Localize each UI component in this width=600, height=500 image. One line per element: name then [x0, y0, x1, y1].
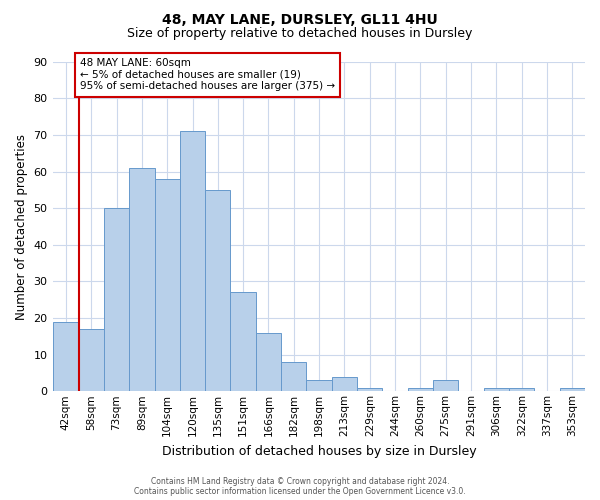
Bar: [281, 362, 307, 392]
Bar: [79, 329, 104, 392]
Bar: [53, 322, 79, 392]
Bar: [484, 388, 509, 392]
Bar: [307, 380, 332, 392]
Y-axis label: Number of detached properties: Number of detached properties: [15, 134, 28, 320]
Text: Size of property relative to detached houses in Dursley: Size of property relative to detached ho…: [127, 28, 473, 40]
Bar: [408, 388, 433, 392]
X-axis label: Distribution of detached houses by size in Dursley: Distribution of detached houses by size …: [162, 444, 476, 458]
Bar: [256, 332, 281, 392]
Bar: [129, 168, 155, 392]
Bar: [357, 388, 382, 392]
Bar: [155, 179, 180, 392]
Text: 48 MAY LANE: 60sqm
← 5% of detached houses are smaller (19)
95% of semi-detached: 48 MAY LANE: 60sqm ← 5% of detached hous…: [80, 58, 335, 92]
Bar: [560, 388, 585, 392]
Bar: [433, 380, 458, 392]
Bar: [230, 292, 256, 392]
Bar: [509, 388, 535, 392]
Bar: [205, 190, 230, 392]
Text: Contains HM Land Registry data © Crown copyright and database right 2024.
Contai: Contains HM Land Registry data © Crown c…: [134, 476, 466, 496]
Bar: [104, 208, 129, 392]
Bar: [332, 376, 357, 392]
Text: 48, MAY LANE, DURSLEY, GL11 4HU: 48, MAY LANE, DURSLEY, GL11 4HU: [162, 12, 438, 26]
Bar: [180, 132, 205, 392]
